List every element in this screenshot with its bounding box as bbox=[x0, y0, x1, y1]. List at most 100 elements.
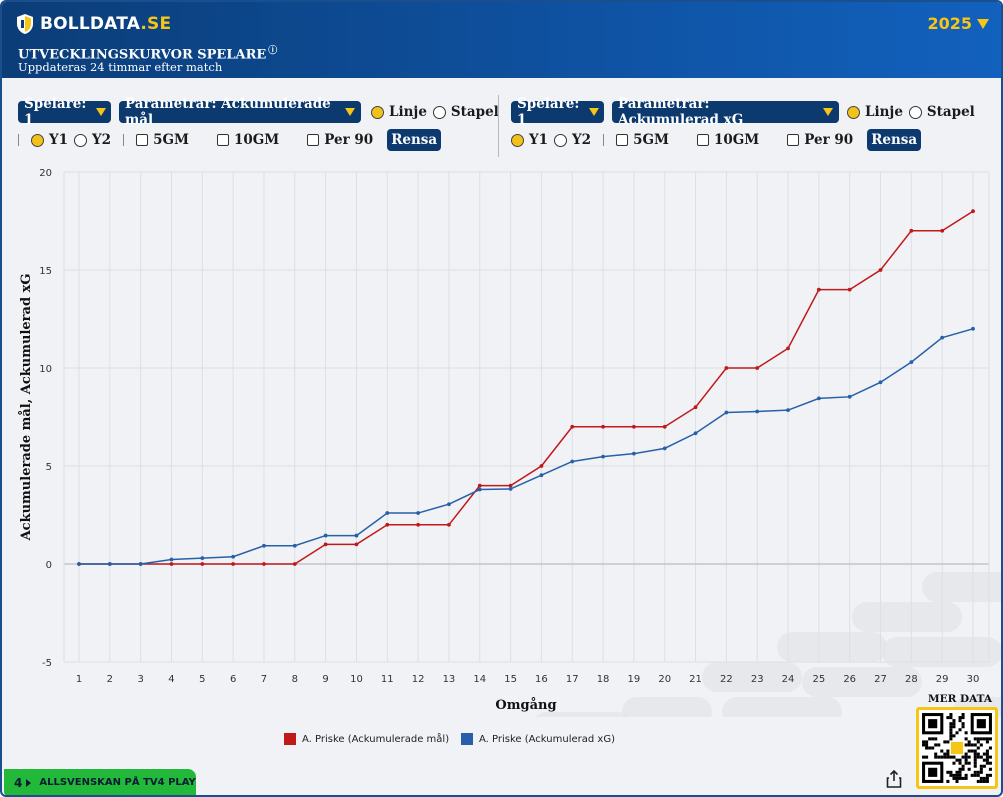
qr-module bbox=[946, 755, 950, 759]
data-point bbox=[539, 473, 544, 478]
qr-code[interactable] bbox=[916, 707, 998, 789]
data-point bbox=[385, 522, 390, 527]
data-point bbox=[169, 562, 174, 566]
legend-item-goals[interactable]: A. Priske (Ackumulerade mål) bbox=[284, 733, 449, 745]
qr-module bbox=[979, 779, 983, 783]
qr-module bbox=[973, 761, 977, 765]
qr-module bbox=[952, 734, 956, 738]
qr-module bbox=[985, 758, 989, 762]
x-tick-label: 9 bbox=[322, 674, 328, 685]
data-point bbox=[570, 424, 575, 429]
legend-label: A. Priske (Ackumulerad xG) bbox=[479, 733, 615, 745]
series-line-goals bbox=[79, 210, 974, 565]
check-5gm-left[interactable]: 5GM bbox=[136, 132, 189, 148]
param-select-left[interactable]: Parametrar: Ackumulerade mål bbox=[119, 96, 361, 128]
checkbox-icon[interactable] bbox=[787, 134, 800, 146]
player-select-right[interactable]: Spelare: 1 bbox=[511, 96, 604, 128]
qr-module bbox=[943, 740, 947, 744]
reset-button-left[interactable]: Rensa bbox=[387, 129, 442, 151]
x-tick-label: 27 bbox=[874, 674, 887, 685]
qr-module bbox=[961, 767, 965, 771]
x-tick-label: 3 bbox=[137, 674, 143, 685]
radio-icon[interactable] bbox=[31, 133, 44, 147]
data-point bbox=[508, 487, 513, 491]
radio-label: Y1 bbox=[49, 132, 69, 148]
radio-y1-left[interactable]: Y1 bbox=[31, 132, 68, 148]
radio-icon[interactable] bbox=[847, 105, 860, 119]
radio-y1-right[interactable]: Y1 bbox=[511, 132, 548, 148]
background-shape bbox=[622, 697, 712, 717]
radio-line-left[interactable]: Linje bbox=[371, 104, 427, 120]
checkbox-icon[interactable] bbox=[616, 134, 629, 146]
radio-icon[interactable] bbox=[371, 105, 384, 119]
qr-module bbox=[982, 752, 986, 756]
reset-button-right[interactable]: Rensa bbox=[867, 129, 922, 151]
qr-module bbox=[964, 755, 968, 759]
check-per90-left[interactable]: Per 90 bbox=[307, 132, 373, 148]
x-tick-label: 24 bbox=[782, 674, 795, 685]
qr-module bbox=[976, 746, 980, 750]
x-tick-label: 14 bbox=[473, 674, 486, 685]
tv4-banner[interactable]: 4 ALLSVENSKAN PÅ TV4 PLAY bbox=[4, 769, 196, 795]
radio-bar-left[interactable]: Stapel bbox=[432, 104, 499, 120]
radio-label: Stapel bbox=[926, 104, 975, 120]
radio-icon[interactable] bbox=[432, 105, 446, 119]
legend-label: A. Priske (Ackumulerade mål) bbox=[302, 733, 450, 745]
x-tick-label: 15 bbox=[504, 674, 517, 685]
qr-module bbox=[988, 755, 992, 759]
qr-module bbox=[973, 770, 977, 774]
qr-module bbox=[982, 776, 986, 780]
checkbox-label: 5GM bbox=[633, 132, 669, 148]
tv4-banner-label: ALLSVENSKAN PÅ TV4 PLAY bbox=[39, 777, 196, 788]
check-10gm-right[interactable]: 10GM bbox=[696, 132, 759, 148]
qr-module bbox=[961, 722, 965, 726]
data-point bbox=[909, 360, 914, 365]
checkbox-icon[interactable] bbox=[216, 134, 229, 146]
qr-module bbox=[988, 737, 992, 741]
player-select-left[interactable]: Spelare: 1 bbox=[18, 96, 111, 128]
check-5gm-right[interactable]: 5GM bbox=[616, 132, 669, 148]
qr-module bbox=[979, 770, 983, 774]
checkbox-icon[interactable] bbox=[136, 134, 149, 146]
radio-label: Linje bbox=[389, 104, 427, 120]
radio-icon[interactable] bbox=[511, 133, 524, 147]
header: BOLLDATA.SE 2025 UTVECKLINGSKURVOR SPELA… bbox=[2, 2, 1001, 78]
qr-module bbox=[946, 740, 950, 744]
share-icon[interactable] bbox=[886, 770, 902, 788]
radio-icon[interactable] bbox=[908, 105, 922, 119]
shield-logo-icon bbox=[17, 14, 33, 34]
qr-module bbox=[952, 776, 956, 780]
qr-finder-center bbox=[976, 719, 986, 729]
check-10gm-left[interactable]: 10GM bbox=[216, 132, 279, 148]
param-select-right[interactable]: Parametrar: Ackumulerad xG bbox=[612, 96, 839, 128]
y-axis-label: Ackumulerade mål, Ackumulerad xG bbox=[18, 274, 34, 542]
check-per90-right[interactable]: Per 90 bbox=[787, 132, 853, 148]
qr-module bbox=[925, 743, 929, 747]
radio-bar-right[interactable]: Stapel bbox=[908, 104, 975, 120]
radio-icon[interactable] bbox=[74, 133, 88, 147]
qr-module bbox=[973, 773, 977, 777]
chevron-down-icon bbox=[977, 18, 989, 29]
qr-module bbox=[958, 728, 962, 732]
separator bbox=[123, 134, 125, 146]
checkbox-icon[interactable] bbox=[307, 134, 320, 146]
radio-line-right[interactable]: Linje bbox=[847, 104, 903, 120]
qr-module bbox=[952, 722, 956, 726]
checkbox-icon[interactable] bbox=[696, 134, 709, 146]
play-icon bbox=[26, 778, 32, 787]
background-shape bbox=[722, 697, 842, 717]
param-select-label: Parametrar: Ackumulerad xG bbox=[618, 96, 744, 128]
logo[interactable]: BOLLDATA.SE bbox=[16, 13, 171, 35]
legend-item-xg[interactable]: A. Priske (Ackumulerad xG) bbox=[461, 733, 615, 745]
radio-y2-right[interactable]: Y2 bbox=[554, 132, 591, 148]
radio-icon[interactable] bbox=[554, 133, 568, 147]
qr-module bbox=[946, 770, 950, 774]
data-point bbox=[200, 562, 205, 566]
qr-module bbox=[949, 722, 953, 726]
series-layer bbox=[77, 209, 975, 566]
qr-module bbox=[925, 746, 929, 750]
data-point bbox=[786, 408, 790, 413]
radio-y2-left[interactable]: Y2 bbox=[74, 132, 111, 148]
info-icon[interactable]: ⓘ bbox=[268, 46, 278, 56]
year-select[interactable]: 2025 bbox=[927, 14, 989, 33]
